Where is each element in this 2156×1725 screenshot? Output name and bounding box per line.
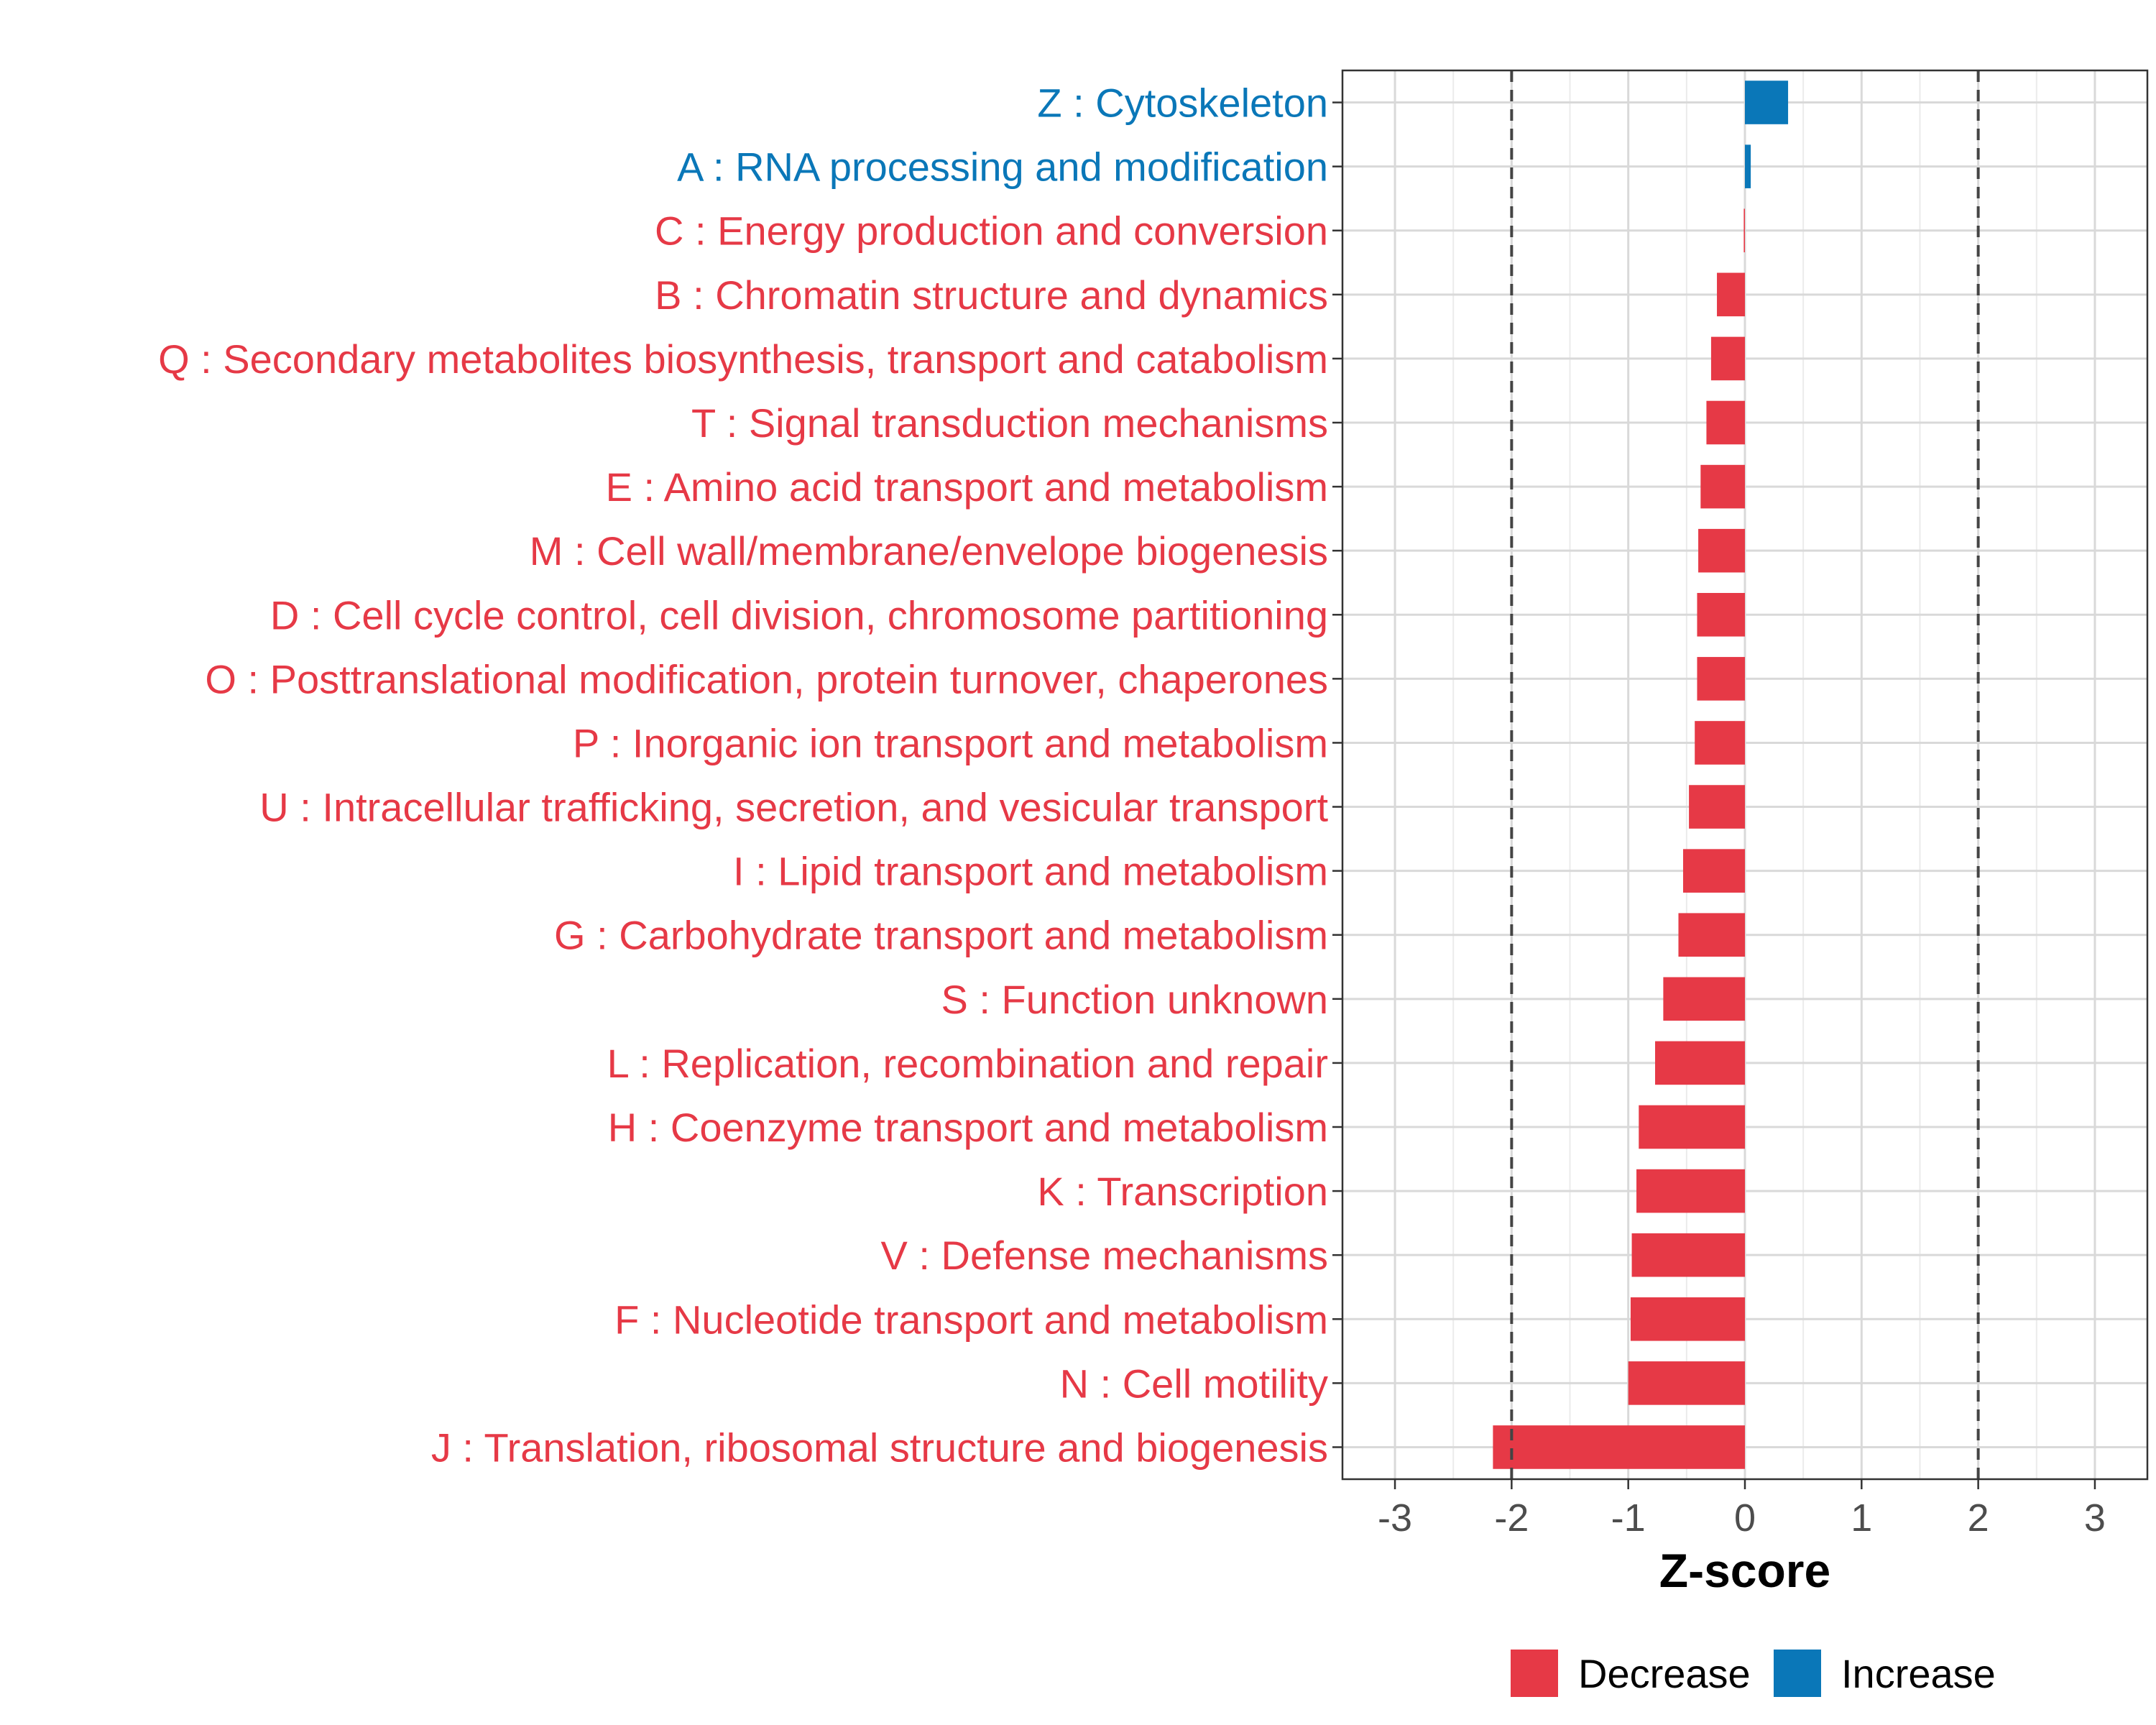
legend: Decrease Increase [1511,1650,1996,1697]
x-tick-label: 3 [2084,1496,2106,1540]
category-label: V : Defense mechanisms [881,1233,1328,1278]
category-labels: Z : Cytoskeleton A : RNA processing and m… [158,80,1342,1470]
bar [1639,1105,1745,1149]
bar [1636,1169,1745,1213]
x-tick-label: 1 [1851,1496,1872,1540]
category-label: T : Signal transduction mechanisms [691,400,1328,446]
bar-layer [1493,80,1789,1469]
legend-swatch [1774,1650,1821,1697]
bar [1706,400,1745,445]
bar [1698,528,1745,573]
bar [1697,592,1745,637]
category-label: K : Transcription [1037,1169,1328,1214]
category-label: L : Replication, recombination and repai… [607,1041,1328,1086]
category-label: U : Intracellular trafficking, secretion… [259,785,1328,830]
bar [1689,785,1745,829]
x-tick-label: 2 [1968,1496,1989,1540]
bar [1628,1361,1745,1405]
category-label: B : Chromatin structure and dynamics [655,272,1328,318]
bar [1663,977,1745,1021]
category-label: H : Coenzyme transport and metabolism [608,1105,1328,1150]
bar [1743,208,1745,253]
bar [1678,913,1745,957]
bar [1631,1233,1745,1277]
bar [1695,721,1745,765]
legend-label: Decrease [1578,1651,1751,1696]
x-axis-title: Z-score [1659,1544,1830,1597]
category-label: O : Posttranslational modification, prot… [205,656,1328,702]
category-label: A : RNA processing and modification [677,144,1328,190]
category-label: E : Amino acid transport and metabolism [606,464,1328,510]
bar [1710,336,1745,381]
x-tick-label: -2 [1494,1496,1529,1540]
legend-swatch [1511,1650,1558,1697]
category-label: J : Translation, ribosomal structure and… [431,1425,1328,1470]
x-tick-label: 0 [1734,1496,1756,1540]
bar [1697,657,1745,701]
x-tick-label: -1 [1611,1496,1646,1540]
bar [1700,464,1745,509]
bar [1745,80,1789,124]
bar [1630,1297,1745,1341]
bar [1655,1041,1745,1085]
category-label: F : Nucleotide transport and metabolism [614,1297,1328,1342]
bar [1493,1425,1745,1469]
category-label: M : Cell wall/membrane/envelope biogenes… [530,528,1328,574]
category-label: G : Carbohydrate transport and metabolis… [554,913,1328,958]
category-label: S : Function unknown [941,977,1328,1022]
category-label: I : Lipid transport and metabolism [733,849,1328,894]
category-label: Z : Cytoskeleton [1037,80,1328,126]
bar [1682,849,1745,893]
bar [1717,272,1745,317]
category-label: C : Energy production and conversion [655,208,1328,254]
x-tick-label: -3 [1378,1496,1412,1540]
category-label: P : Inorganic ion transport and metaboli… [573,720,1328,765]
category-label: Q : Secondary metabolites biosynthesis, … [158,336,1328,382]
category-label: D : Cell cycle control, cell division, c… [270,592,1328,638]
reference-lines [1510,70,1980,1479]
bar [1745,144,1751,188]
legend-label: Increase [1841,1651,1996,1696]
x-axis-ticks: -3 -2 -1 0 1 2 3 [1378,1479,2106,1540]
category-label: N : Cell motility [1060,1361,1328,1406]
